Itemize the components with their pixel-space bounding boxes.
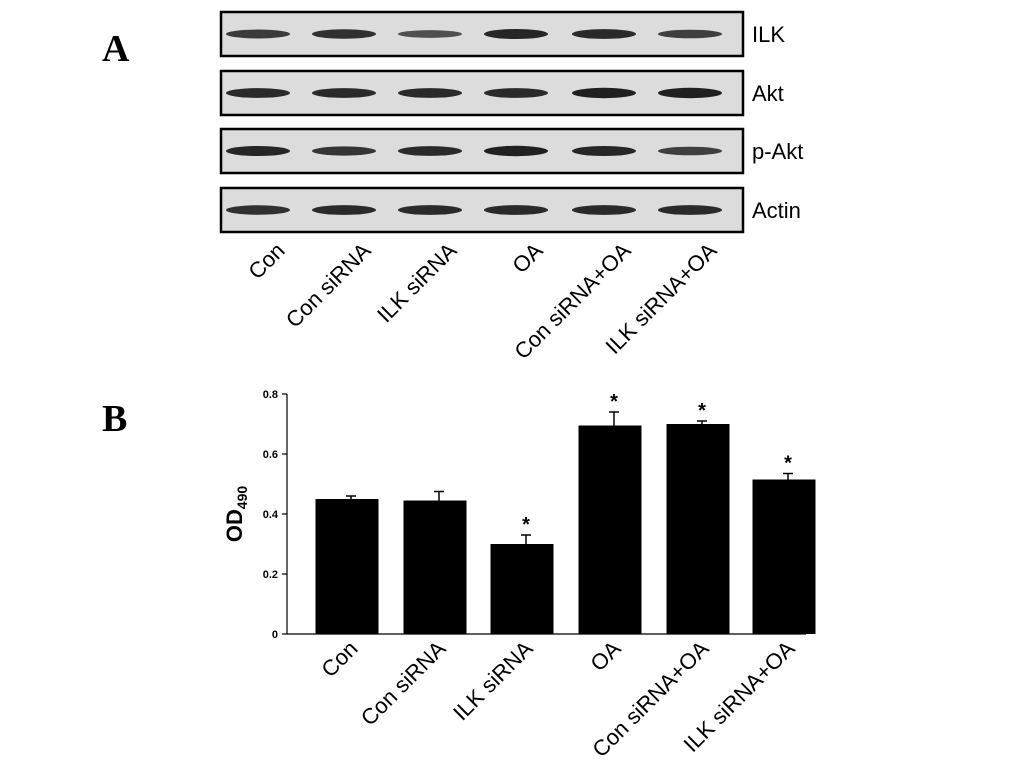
significance-marker: * xyxy=(784,453,792,475)
bar xyxy=(666,424,730,634)
blot-band xyxy=(572,145,636,157)
blot-band xyxy=(658,146,722,156)
bar xyxy=(578,425,642,634)
blot-band xyxy=(226,205,290,215)
blot-band xyxy=(312,29,376,39)
blot-band xyxy=(658,205,722,215)
blot-row-akt: Akt xyxy=(219,69,784,117)
y-tick-label: 0 xyxy=(272,629,278,641)
y-axis-label: OD490 xyxy=(222,486,250,543)
y-tick-label: 0.8 xyxy=(263,389,278,401)
blot-lane-label: OA xyxy=(507,238,547,278)
panel-a-label: A xyxy=(102,28,130,70)
significance-marker: * xyxy=(522,514,530,536)
blot-band xyxy=(226,88,290,98)
y-axis-label-main: OD xyxy=(222,509,247,542)
blot-row-label: Akt xyxy=(752,81,784,106)
blot-band xyxy=(398,146,462,156)
y-axis-label-sub: 490 xyxy=(234,486,250,510)
blot-row-p-akt: p-Akt xyxy=(219,127,803,175)
blot-band xyxy=(312,146,376,156)
bar xyxy=(315,499,379,634)
panel-b-label: B xyxy=(102,398,127,440)
blot-row-ilk: ILK xyxy=(219,10,785,58)
blot-band xyxy=(398,30,462,38)
blot-band xyxy=(226,29,290,39)
blot-band xyxy=(312,88,376,98)
blot-frame xyxy=(219,127,745,175)
blot-band xyxy=(484,88,548,98)
blot-band xyxy=(658,87,722,99)
blot-band xyxy=(226,145,290,157)
blot-band xyxy=(484,205,548,215)
significance-marker: * xyxy=(698,400,706,422)
blot-band xyxy=(398,88,462,98)
blot-row-label: Actin xyxy=(752,198,801,223)
bar xyxy=(490,544,554,634)
blot-band xyxy=(572,29,636,39)
blot-row-label: ILK xyxy=(752,22,785,47)
blot-row-actin: Actin xyxy=(219,186,801,234)
y-tick-label: 0.6 xyxy=(263,449,278,461)
x-tick-label: Con siRNA xyxy=(356,636,451,731)
blot-lane-label: ILK siRNA xyxy=(372,238,462,328)
y-tick-label: 0.2 xyxy=(263,569,278,581)
bar xyxy=(752,479,816,634)
blot-band xyxy=(572,205,636,215)
blot-lane-label: Con siRNA xyxy=(281,238,376,333)
blot-row-label: p-Akt xyxy=(752,139,803,164)
blot-frame xyxy=(219,186,745,234)
blot-band xyxy=(484,28,548,40)
blot-band xyxy=(398,205,462,215)
blot-band xyxy=(484,145,548,157)
blot-band xyxy=(312,205,376,215)
x-tick-label: OA xyxy=(585,636,625,676)
blot-lane-label: Con xyxy=(243,238,289,284)
blot-frame xyxy=(219,69,745,117)
x-tick-label: ILK siRNA xyxy=(448,636,538,726)
x-tick-label: Con xyxy=(316,636,362,682)
bar xyxy=(403,500,467,634)
blot-band xyxy=(572,87,636,99)
blot-band xyxy=(658,29,722,39)
y-tick-label: 0.4 xyxy=(263,509,279,521)
significance-marker: * xyxy=(610,391,618,413)
blot-frame xyxy=(219,10,745,58)
